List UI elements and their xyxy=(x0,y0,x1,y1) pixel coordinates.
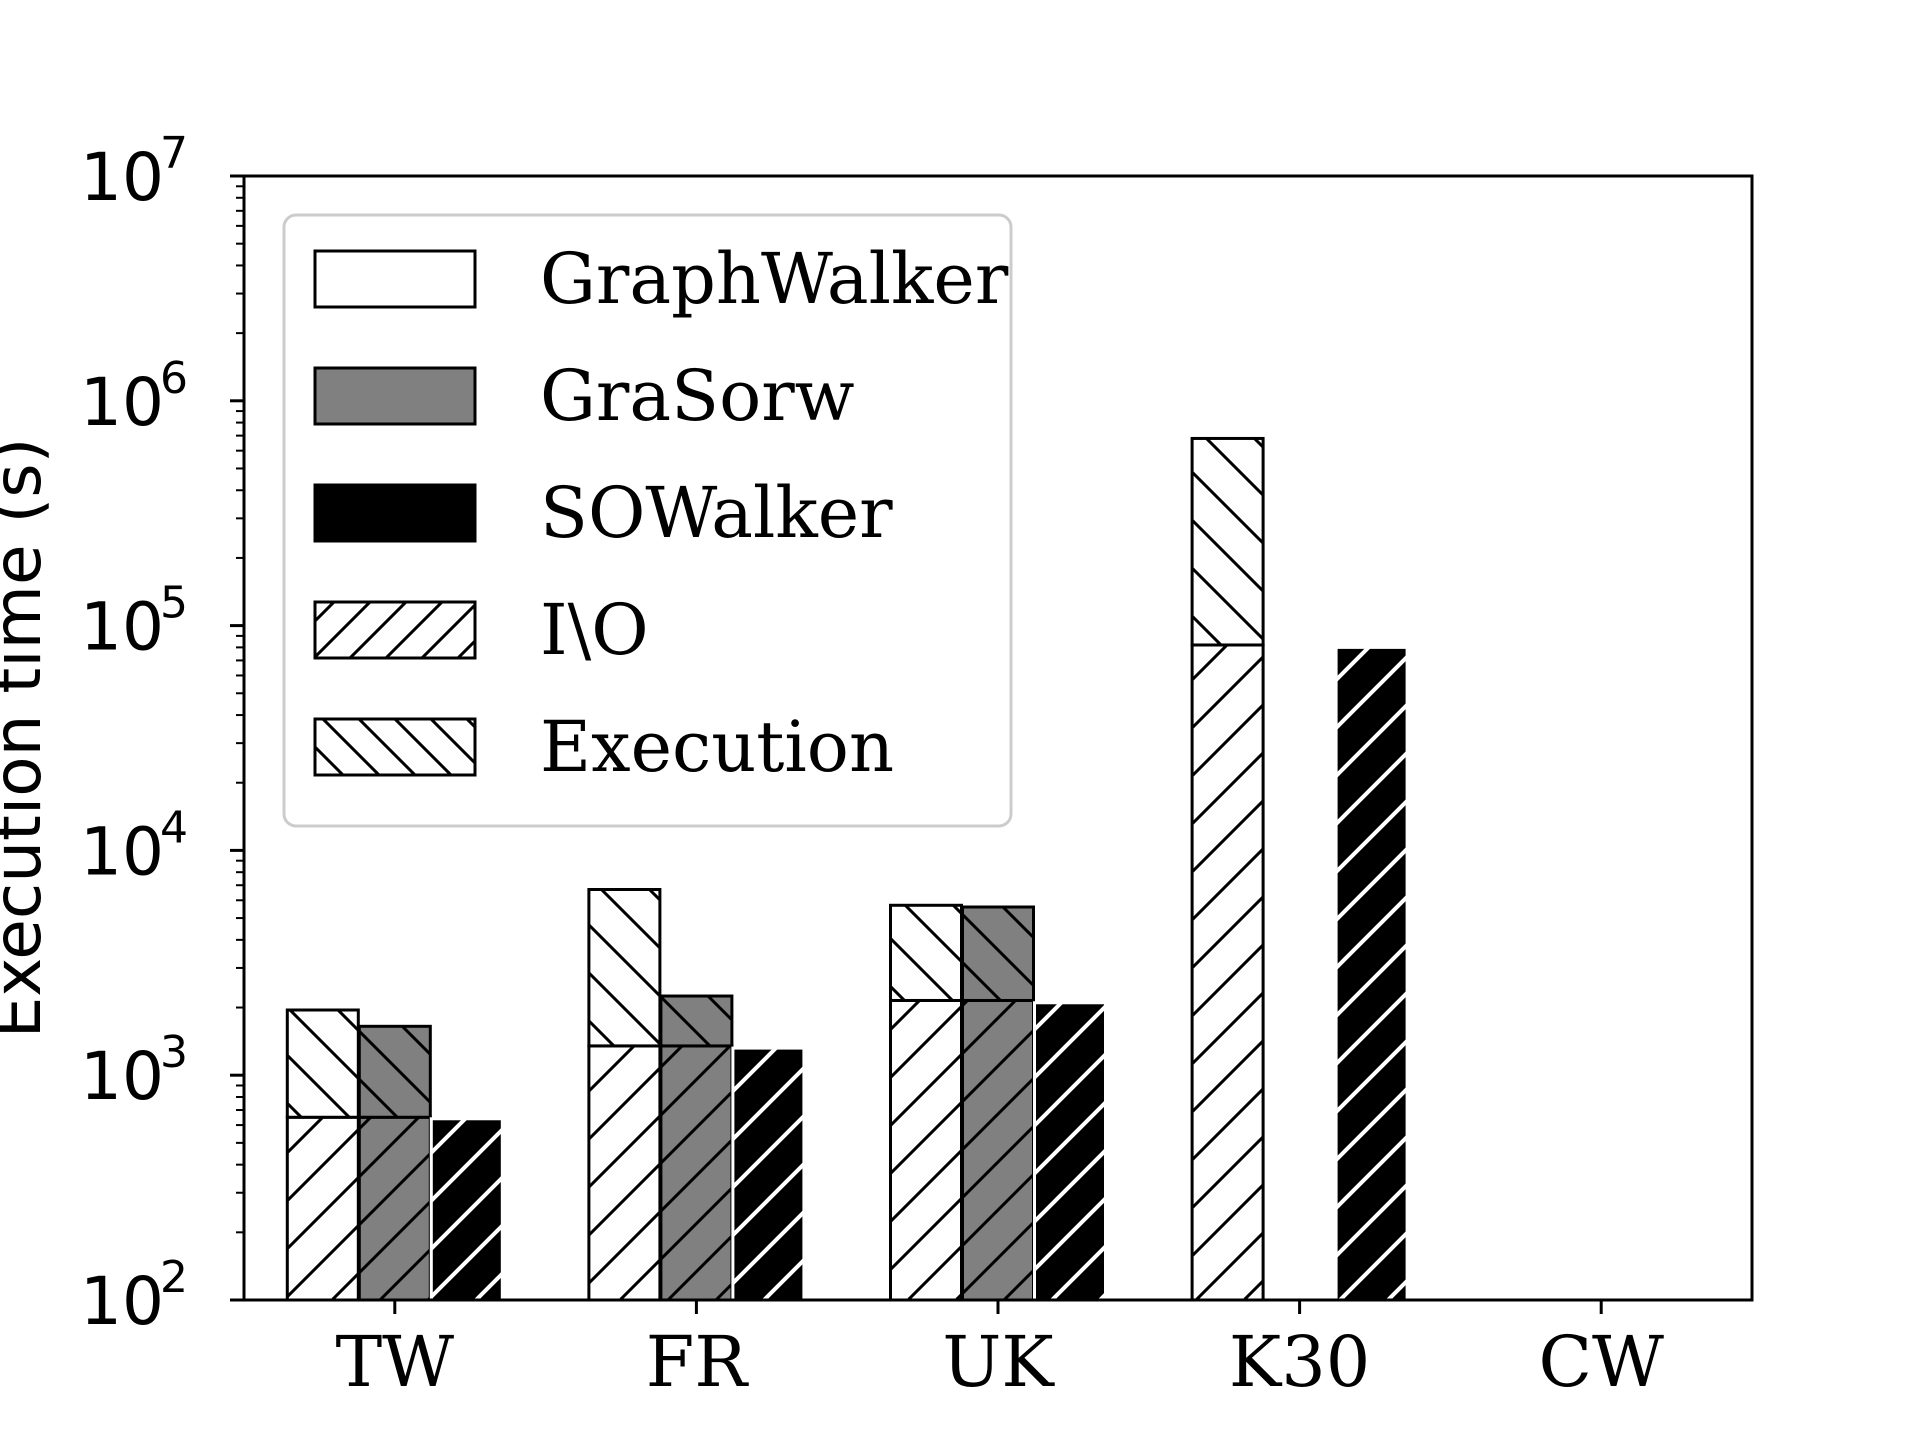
legend-label-grasorw: GraSorw xyxy=(540,355,855,437)
legend-label-execution: Execution xyxy=(540,706,894,788)
y-tick-label: 10 xyxy=(80,1038,164,1115)
bar-graphwalker-fr-exec-hatch xyxy=(587,887,662,1048)
bar-grasorw-fr-io-hatch xyxy=(659,1044,734,1302)
bar-graphwalker-tw-io-hatch xyxy=(285,1115,360,1302)
x-tick-label-uk: UK xyxy=(942,1321,1055,1403)
x-tick-label-fr: FR xyxy=(646,1321,750,1403)
bar-graphwalker-uk-exec-hatch xyxy=(889,903,963,1002)
y-tick-exponent: 5 xyxy=(160,578,188,629)
y-tick-label: 10 xyxy=(80,139,164,216)
legend-label-graphwalker: GraphWalker xyxy=(540,238,1009,320)
legend-swatch-execution xyxy=(313,717,477,777)
bar-grasorw-tw-io-hatch xyxy=(357,1115,432,1302)
y-tick-exponent: 3 xyxy=(160,1027,188,1078)
y-tick-exponent: 6 xyxy=(160,353,188,404)
bar-sowalker-uk-io-hatch xyxy=(1033,1001,1107,1302)
legend-items: GraphWalker GraSorw SOWalker I\O Execution xyxy=(313,238,1009,788)
bar-grasorw-uk-io-hatch xyxy=(961,998,1035,1302)
bar-graphwalker-uk-io-hatch xyxy=(889,998,963,1302)
y-axis-title: Execution time (s) xyxy=(0,438,56,1039)
bar-grasorw-tw-exec-hatch xyxy=(357,1024,432,1119)
legend: GraphWalker GraSorw SOWalker I\O Execution xyxy=(282,213,1013,828)
legend-swatch-grasorw xyxy=(313,366,477,426)
y-tick-exponent: 4 xyxy=(160,802,188,853)
y-tick-label: 10 xyxy=(80,364,164,441)
y-tick-label: 10 xyxy=(80,589,164,666)
bar-grasorw-uk-exec-hatch xyxy=(961,905,1035,1002)
bar-graphwalker-fr-io-hatch xyxy=(587,1044,662,1302)
legend-swatch-sowalker xyxy=(313,483,477,543)
y-tick-exponent: 2 xyxy=(160,1252,188,1303)
x-tick-label-k30: K30 xyxy=(1229,1321,1370,1403)
x-tick-label-cw: CW xyxy=(1538,1321,1664,1403)
y-tick-label: 10 xyxy=(80,813,164,890)
bar-graphwalker-tw-exec-hatch xyxy=(285,1008,360,1119)
legend-label-i-o: I\O xyxy=(540,589,649,671)
bar-sowalker-tw-io-hatch xyxy=(429,1117,504,1302)
bar-grasorw-fr-exec-hatch xyxy=(659,994,734,1048)
y-tick-exponent: 7 xyxy=(160,128,188,179)
legend-label-sowalker: SOWalker xyxy=(540,472,893,554)
bar-sowalker-k30-io-hatch xyxy=(1334,645,1409,1302)
x-axis: TW FR UK K30 CW xyxy=(335,1300,1664,1403)
legend-swatch-i-o xyxy=(313,600,477,660)
bar-graphwalker-k30-io-hatch xyxy=(1190,643,1265,1302)
bars-layer xyxy=(285,436,1409,1302)
bar-sowalker-fr-io-hatch xyxy=(731,1046,806,1302)
legend-swatch-graphwalker xyxy=(313,249,477,309)
y-tick-label: 10 xyxy=(80,1263,164,1340)
bar-graphwalker-k30-exec-hatch xyxy=(1190,436,1265,647)
x-tick-label-tw: TW xyxy=(335,1321,454,1403)
